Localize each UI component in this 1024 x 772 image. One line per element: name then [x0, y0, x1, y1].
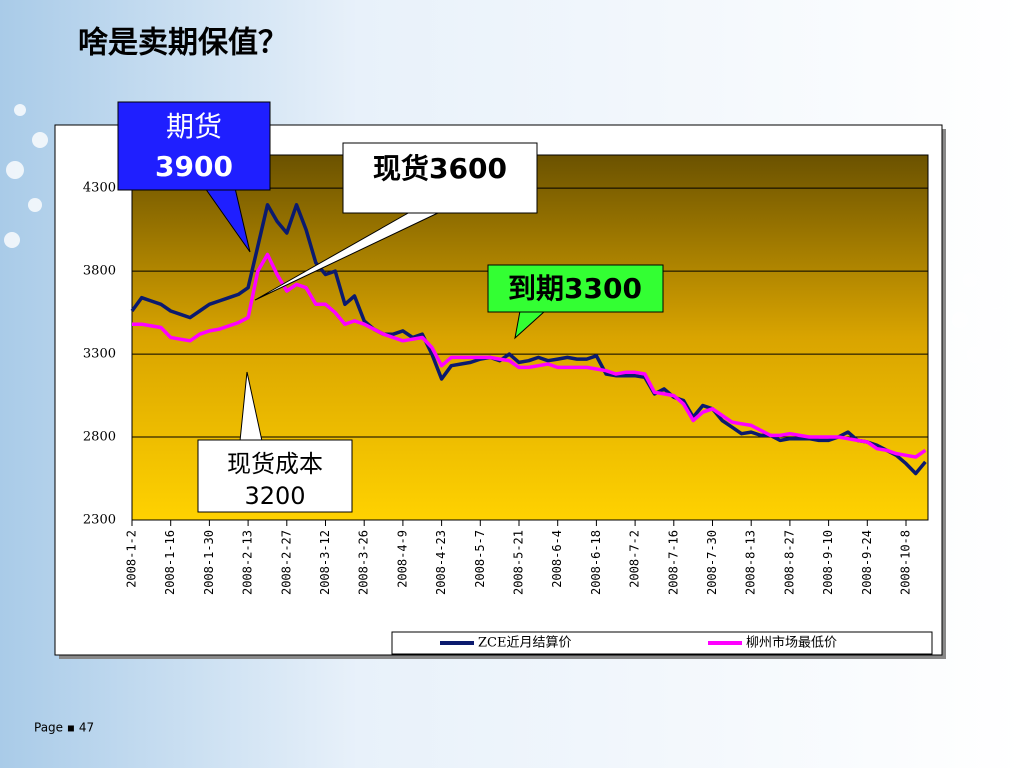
callout-text: 3900: [155, 150, 233, 183]
legend-label: ZCE近月结算价: [478, 636, 571, 651]
x-tick-label: 2008-5-7: [473, 530, 487, 588]
footer: Page ▪ 47: [34, 721, 94, 735]
x-tick-label: 2008-7-16: [666, 530, 680, 595]
x-tick-label: 2008-3-26: [357, 530, 371, 595]
x-tick-label: 2008-5-21: [512, 530, 526, 595]
callout-text: 现货3600: [373, 152, 507, 185]
callout-box: [197, 439, 353, 513]
series-line: [132, 252, 927, 459]
legend-label: 柳州市场最低价: [746, 635, 837, 651]
legend: [391, 631, 933, 655]
x-tick-label: 2008-10-8: [899, 530, 913, 595]
x-tick-label: 2008-4-23: [434, 530, 448, 595]
y-tick-label: 3300: [83, 347, 116, 362]
x-tick-label: 2008-6-4: [550, 530, 564, 588]
callout-text: 到期3300: [508, 272, 642, 305]
y-tick-label: 2300: [83, 513, 116, 528]
x-tick-label: 2008-4-9: [395, 530, 409, 588]
decor-dots: [4, 104, 1010, 363]
x-tick-label: 2008-9-24: [860, 530, 874, 595]
callout-box: [487, 264, 664, 313]
x-tick-label: 2008-7-30: [705, 530, 719, 595]
x-tick-label: 2008-1-2: [125, 530, 139, 588]
callout-box: [342, 142, 538, 214]
callouts: 期货 3900 现货3600 到期3300 现货成本 3200: [117, 101, 664, 513]
callout-text: 期货: [166, 110, 222, 143]
x-tick-label: 2008-8-13: [744, 530, 758, 595]
x-tick-label: 2008-9-10: [821, 530, 835, 595]
callout-text: 3200: [244, 482, 305, 510]
x-tick-label: 2008-1-30: [202, 530, 216, 595]
x-tick-label: 2008-2-13: [241, 530, 255, 595]
x-tick-label: 2008-8-27: [782, 530, 796, 595]
slide-title: 啥是卖期保值？: [78, 26, 288, 61]
y-tick-label: 3800: [83, 264, 116, 279]
x-tick-label: 2008-3-12: [318, 530, 332, 595]
x-tick-label: 2008-1-16: [163, 530, 177, 595]
x-tick-label: 2008-7-2: [628, 530, 642, 588]
y-tick-label: 2800: [83, 430, 116, 445]
chart: 2300 2800 3300 3800 4300 2008-1-2 2008-1-16 200…: [83, 181, 928, 595]
callout-text: 现货成本: [227, 450, 323, 478]
callout-box: [117, 101, 271, 191]
series-line: [130, 203, 927, 476]
y-tick-label: 4300: [83, 181, 116, 196]
x-tick-label: 2008-6-18: [589, 530, 603, 595]
x-tick-label: 2008-2-27: [279, 530, 293, 595]
